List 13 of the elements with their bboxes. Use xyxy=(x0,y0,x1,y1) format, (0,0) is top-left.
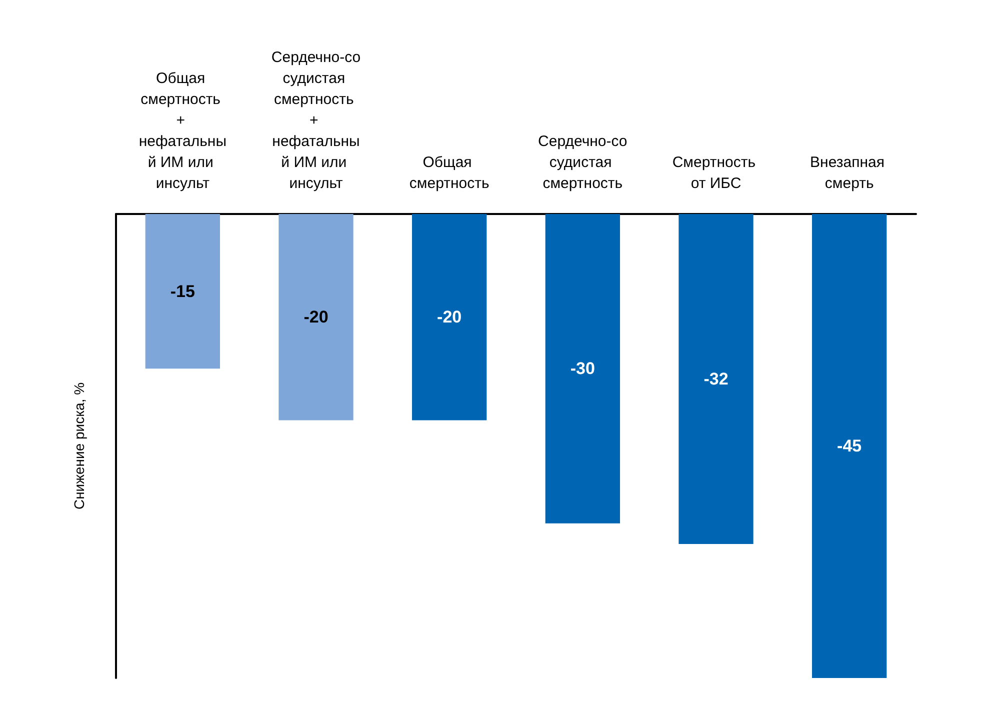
data-label: -30 xyxy=(570,359,595,378)
x-tick-label: Сердечно-сосудистая смертность xyxy=(538,133,628,192)
data-label: -20 xyxy=(304,308,328,327)
data-label: -20 xyxy=(437,308,462,327)
x-tick-label: Смертность от ИБС xyxy=(672,154,760,192)
data-label: -15 xyxy=(170,282,195,301)
data-label: -32 xyxy=(704,369,728,388)
x-tick-label: Общая смертность + нефатальный ИМ или инсульт xyxy=(138,70,226,192)
x-tick-label: Внезапная смерть xyxy=(810,154,889,192)
x-tick-label: Общая смертность xyxy=(409,154,490,192)
data-label: -45 xyxy=(837,436,862,456)
x-tick-label: Сердечно-сосудистая смертность + нефатальный ИМ или инсульт xyxy=(271,49,361,192)
y-axis-title: Снижение риска, % xyxy=(71,382,87,510)
